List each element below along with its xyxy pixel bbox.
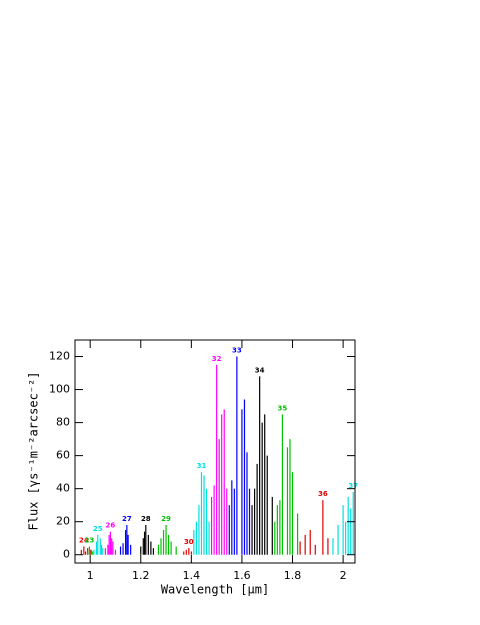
order-label: 24 — [79, 536, 89, 544]
order-label: 28 — [141, 515, 151, 523]
order-label: 23 — [85, 536, 95, 544]
y-axis-label: Flux [γs⁻¹m⁻²arcsec⁻²] — [27, 372, 41, 531]
x-tick-label: 1.4 — [183, 569, 201, 582]
order-label: 36 — [318, 490, 328, 498]
order-label: 26 — [106, 522, 116, 530]
order-label: 30 — [184, 538, 194, 546]
y-tick-label: 120 — [49, 350, 70, 363]
order-label: 31 — [197, 462, 207, 470]
y-tick-label: 100 — [49, 383, 70, 396]
y-tick-label: 60 — [56, 449, 70, 462]
y-tick-label: 80 — [56, 416, 70, 429]
order-label: 27 — [122, 515, 132, 523]
order-label: 29 — [161, 515, 171, 523]
order-label: 34 — [255, 366, 265, 374]
order-label: 35 — [278, 404, 288, 412]
y-tick-label: 20 — [56, 515, 70, 528]
order-label: 33 — [232, 347, 242, 355]
x-tick-label: 1 — [87, 569, 94, 582]
order-label: 32 — [212, 355, 222, 363]
order-label: 37 — [348, 482, 358, 490]
plot-frame — [74, 339, 356, 564]
order-label: 25 — [93, 525, 103, 533]
y-tick-label: 0 — [63, 548, 70, 561]
x-axis-label: Wavelength [μm] — [161, 583, 269, 597]
y-tick-label: 40 — [56, 482, 70, 495]
x-tick-label: 1.8 — [284, 569, 302, 582]
x-tick-label: 1.2 — [132, 569, 150, 582]
x-tick-label: 2 — [340, 569, 347, 582]
x-tick-label: 1.6 — [233, 569, 251, 582]
